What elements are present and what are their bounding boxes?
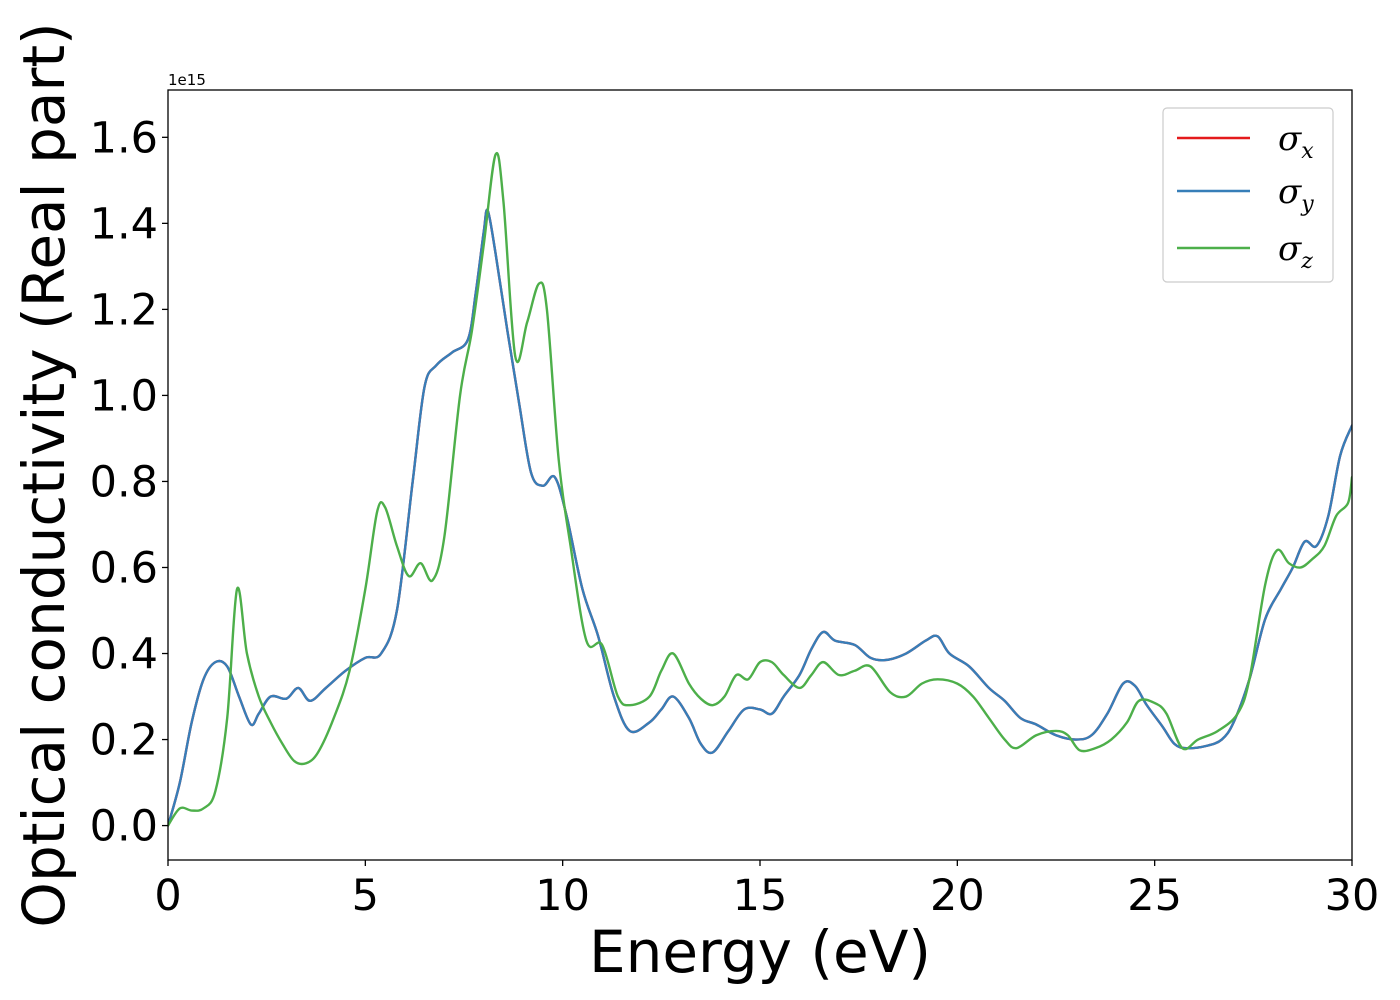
y-axis-title: Optical conductivity (Real part) [10,22,78,927]
series-layer [168,151,1352,827]
y-tick-label: 0.0 [90,802,158,852]
x-tick-label: 20 [930,871,985,921]
y-tick-label: 0.6 [90,543,158,593]
y-tick-label: 1.6 [90,113,158,163]
legend-label-y: σy [1278,172,1314,217]
series-line-z [168,151,1352,827]
legend-label-x: σx [1278,119,1314,164]
y-tick-label: 0.8 [90,457,158,507]
x-tick-label: 15 [733,871,788,921]
x-axis-title: Energy (eV) [589,918,931,986]
y-tick-label: 1.2 [90,285,158,335]
y-tick-label: 0.2 [90,716,158,766]
x-axis-ticks: 0 5 10 15 20 25 30 [154,860,1379,921]
y-axis-ticks: 0.0 0.2 0.4 0.6 0.8 1.0 1.2 1.4 1.6 [90,113,168,852]
legend: σx σy σz [1162,107,1334,283]
y-tick-label: 0.4 [90,630,158,680]
x-tick-label: 5 [352,871,379,921]
y-tick-label: 1.4 [90,199,158,249]
y-offset-label: 1e15 [168,71,206,89]
legend-label-z: σz [1278,229,1313,274]
legend-frame [1162,107,1334,283]
x-tick-label: 0 [154,871,181,921]
y-tick-label: 1.0 [90,371,158,421]
x-tick-label: 25 [1127,871,1182,921]
x-tick-label: 30 [1325,871,1380,921]
x-tick-label: 10 [535,871,590,921]
